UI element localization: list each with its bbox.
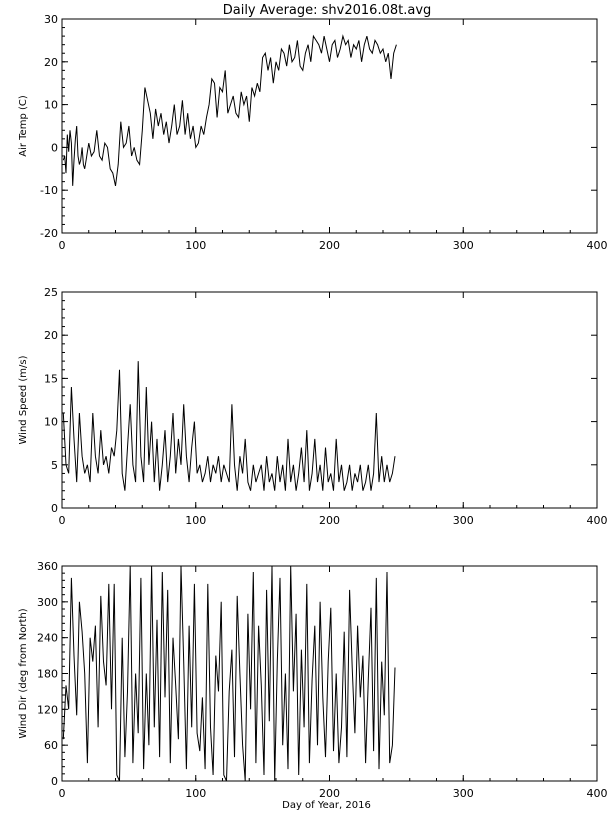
wind-dir-y-tick-label: 300 (37, 596, 58, 609)
figure-title: Daily Average: shv2016.08t.avg (223, 3, 432, 18)
air-temp-x-tick-label: 400 (587, 239, 608, 252)
wind-speed-panel: 0 100 200 300 400 0 5 10 15 20 25 Wind Speed (m/s) (18, 286, 608, 527)
air-temp-x-tick-label: 200 (319, 239, 340, 252)
wind-speed-x-tick-label: 200 (319, 514, 340, 527)
wind-speed-x-tick-label: 400 (587, 514, 608, 527)
wind-dir-y-tick-label: 0 (51, 775, 58, 788)
wind-dir-x-axis-label: Day of Year, 2016 (282, 800, 371, 811)
wind-dir-x-tick-label: 0 (59, 787, 66, 800)
wind-speed-y-tick-label: 20 (44, 329, 58, 342)
wind-dir-x-tick-label: 200 (319, 787, 340, 800)
air-temp-y-tick-label: 30 (44, 13, 58, 26)
air-temp-y-tick-label: -20 (40, 227, 58, 240)
air-temp-x-tick-label: 0 (59, 239, 66, 252)
wind-dir-y-tick-label: 180 (37, 668, 58, 681)
wind-dir-x-tick-label: 400 (587, 787, 608, 800)
air-temp-panel: 0 100 200 300 400 -20 -10 0 10 20 30 Air Temp (C) (18, 13, 608, 252)
wind-dir-y-tick-label: 240 (37, 632, 58, 645)
wind-dir-y-axis-label: Wind Dir (deg from North) (18, 608, 29, 738)
wind-speed-x-tick-label: 100 (185, 514, 206, 527)
wind-speed-y-tick-label: 0 (51, 502, 58, 515)
wind-speed-x-tick-label: 300 (453, 514, 474, 527)
air-temp-y-tick-label: 10 (44, 99, 58, 112)
wind-speed-series-line (62, 361, 396, 491)
wind-speed-x-tick-label: 0 (59, 514, 66, 527)
wind-dir-y-tick-label: 120 (37, 703, 58, 716)
air-temp-y-axis-label: Air Temp (C) (18, 95, 29, 157)
wind-dir-panel: 0 100 200 300 400 0 60 120 180 240 300 360 Wind Dir … (18, 560, 608, 811)
wind-dir-y-tick-label: 60 (44, 739, 58, 752)
wind-dir-x-tick-label: 300 (453, 787, 474, 800)
wind-speed-y-tick-label: 5 (51, 459, 58, 472)
wind-speed-y-tick-label: 15 (44, 372, 58, 385)
wind-dir-x-tick-label: 100 (185, 787, 206, 800)
wind-speed-plot-frame (61, 291, 598, 509)
air-temp-y-tick-label: 20 (44, 56, 58, 69)
air-temp-x-tick-label: 100 (185, 239, 206, 252)
air-temp-y-tick-label: -10 (40, 184, 58, 197)
wind-speed-y-axis-label: Wind Speed (m/s) (18, 355, 29, 444)
air-temp-x-tick-label: 300 (453, 239, 474, 252)
wind-speed-y-tick-label: 10 (44, 416, 58, 429)
wind-dir-series-line (62, 565, 396, 782)
wind-dir-y-tick-label: 360 (37, 560, 58, 573)
air-temp-series-line (62, 34, 397, 187)
wind-speed-y-tick-label: 25 (44, 286, 58, 299)
air-temp-y-tick-label: 0 (51, 141, 58, 154)
